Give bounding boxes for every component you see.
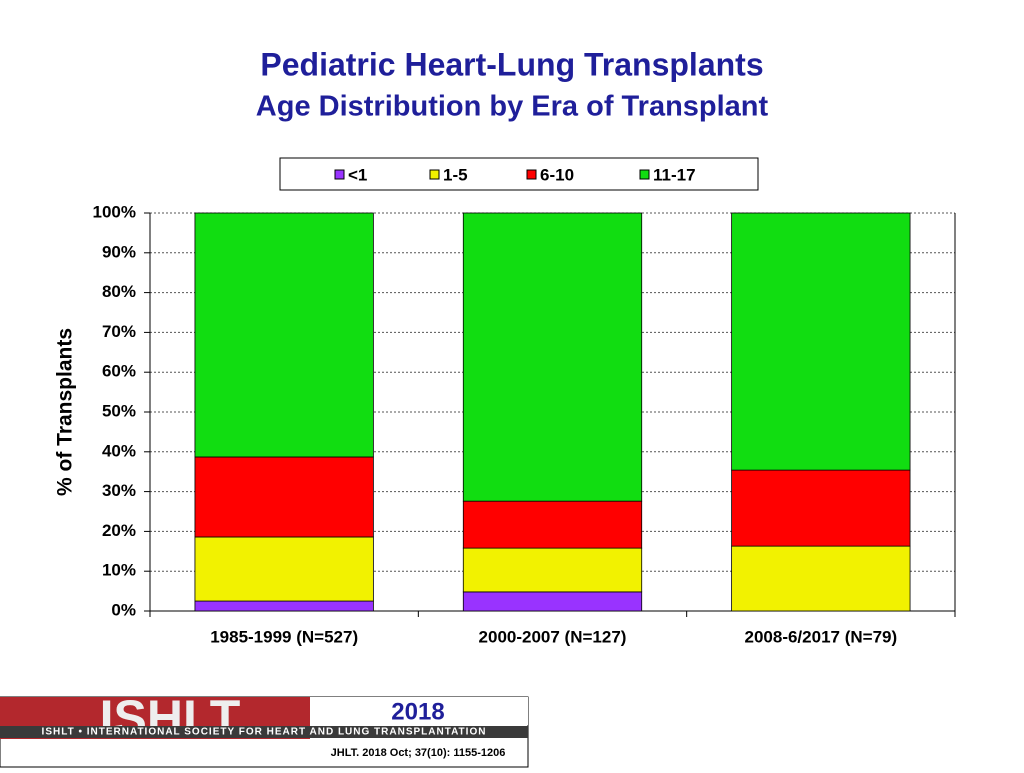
logo-band: [0, 726, 528, 738]
x-tick-label: 1985-1999 (N=527): [210, 627, 358, 646]
legend-swatch: [334, 169, 345, 180]
x-tick-label: 2008-6/2017 (N=79): [745, 627, 898, 646]
y-tick-label: 80%: [102, 282, 136, 301]
legend-swatch: [429, 169, 440, 180]
y-tick-label: 10%: [102, 561, 136, 580]
footer-year: 2018: [391, 698, 444, 725]
legend-swatch: [526, 169, 537, 180]
legend-label: 1-5: [443, 165, 468, 184]
y-axis-label: % of Transplants: [54, 328, 77, 496]
bar-segment: [462, 591, 643, 612]
y-tick-label: 20%: [102, 521, 136, 540]
y-tick-label: 30%: [102, 481, 136, 500]
y-tick-label: 90%: [102, 242, 136, 261]
bar-segment: [731, 469, 911, 547]
society-name: ISHLT • INTERNATIONAL SOCIETY FOR HEART …: [42, 727, 487, 738]
legend-label: <1: [348, 165, 367, 184]
footer: ISHLT ISHLT • INTERNATIONAL SOCIETY FOR …: [0, 690, 529, 768]
chart-subtitle: Age Distribution by Era of Transplant: [256, 91, 769, 123]
y-tick-label: 40%: [102, 441, 136, 460]
bar-segment: [462, 547, 643, 593]
legend-label: 6-10: [540, 165, 574, 184]
bar-segment: [731, 545, 911, 612]
x-tick-label: 2000-2007 (N=127): [479, 627, 627, 646]
bar-segment: [194, 456, 374, 538]
bar-segment: [731, 212, 911, 471]
bar-segment: [462, 212, 643, 502]
legend-label: 11-17: [653, 165, 696, 184]
legend-box: [279, 157, 759, 191]
legend-swatch: [639, 169, 650, 180]
bar-segment: [194, 536, 374, 602]
y-tick-label: 70%: [102, 322, 136, 341]
y-tick-label: 60%: [102, 362, 136, 381]
bar-segment: [462, 500, 643, 549]
citation: JHLT. 2018 Oct; 37(10): 1155-1206: [331, 747, 506, 759]
logo-gap: [310, 697, 528, 725]
y-tick-label: 0%: [111, 600, 136, 619]
y-tick-label: 50%: [102, 401, 136, 420]
bar-segment: [194, 600, 374, 612]
y-tick-label: 100%: [93, 202, 136, 221]
chart-title: Pediatric Heart-Lung Transplants: [260, 46, 763, 82]
bar-segment: [194, 212, 374, 458]
